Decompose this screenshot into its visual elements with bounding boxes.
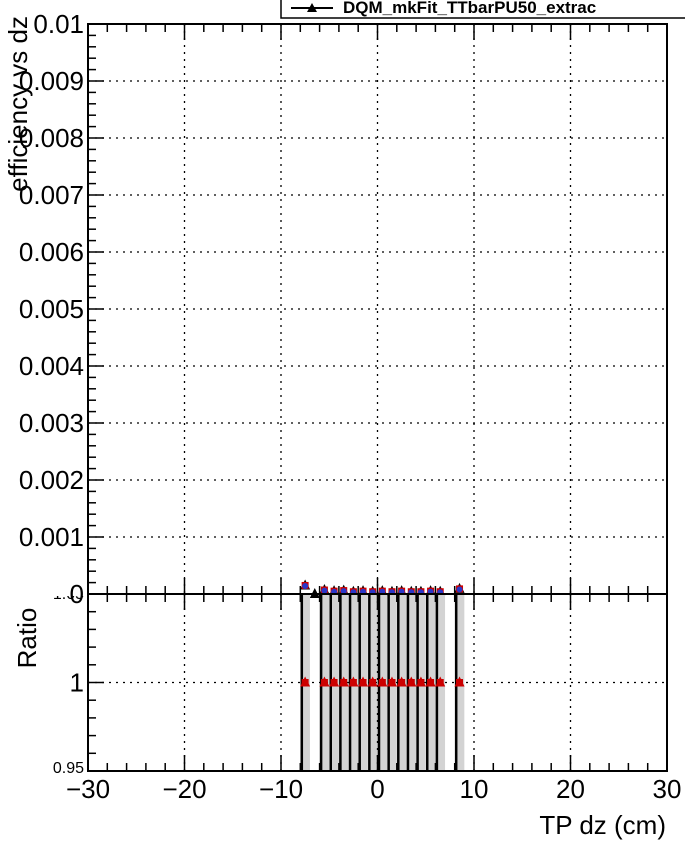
top-point-circle — [456, 586, 463, 593]
ratio-point-triangle — [358, 676, 369, 687]
ratio-point-triangle — [396, 676, 407, 687]
bottom-y-tick-label: 1 — [70, 668, 84, 698]
ratio-point-triangle — [319, 676, 330, 687]
efficiency-panel: 0 0.001 0.002 0.003 0.004 0.005 0.006 0.007 0.00… — [3, 9, 668, 609]
ratio-panel: 0.95 1 1.05 −30 −20 −10 0 10 20 30 Ratio TP dz (… — [12, 586, 682, 840]
top-y-tick-label: 0.01 — [33, 9, 84, 39]
ratio-point-triangle — [425, 676, 436, 687]
ratio-point-triangle — [338, 676, 349, 687]
legend: DQM_mkFit_TTbarPU50_extrac — [280, 0, 685, 19]
bottom-y-tick-label: 1.05 — [53, 586, 84, 603]
ratio-data-points — [300, 676, 465, 687]
legend-box — [280, 0, 685, 19]
top-grid — [88, 24, 667, 594]
x-tick-label: 30 — [653, 774, 682, 804]
bottom-ytick-labels: 0.95 1 1.05 — [53, 586, 84, 777]
ratio-point-triangle — [300, 676, 311, 687]
top-ytick-labels: 0 0.001 0.002 0.003 0.004 0.005 0.006 0.007 0.00… — [19, 9, 84, 609]
top-y-tick-label: 0.002 — [19, 465, 84, 495]
bottom-grid — [88, 594, 667, 771]
top-y-tick-label: 0.006 — [19, 237, 84, 267]
bottom-y-axis-label: Ratio — [12, 608, 42, 669]
ratio-point-triangle — [435, 676, 446, 687]
top-y-tick-label: 0.005 — [19, 294, 84, 324]
top-point-circle — [340, 588, 347, 595]
x-tick-label: −20 — [162, 774, 206, 804]
top-point-circle — [321, 587, 328, 594]
ratio-point-triangle — [386, 676, 397, 687]
top-y-tick-label: 0.007 — [19, 180, 84, 210]
ratio-point-triangle — [406, 676, 417, 687]
x-tick-label: 10 — [460, 774, 489, 804]
top-y-tick-label: 0 — [70, 579, 84, 609]
ratio-point-triangle — [367, 676, 378, 687]
x-tick-labels: −30 −20 −10 0 10 20 30 — [66, 774, 682, 804]
top-ticks — [87, 23, 668, 595]
top-y-tick-label: 0.003 — [19, 408, 84, 438]
legend-entry-label: DQM_mkFit_TTbarPU50_extrac — [343, 0, 596, 17]
bottom-ticks — [87, 593, 668, 772]
x-tick-label: 20 — [556, 774, 585, 804]
top-y-tick-label: 0.004 — [19, 351, 84, 381]
x-axis-label: TP dz (cm) — [539, 810, 666, 840]
top-point-circle — [302, 583, 309, 590]
top-y-axis-label: efficiency vs dz — [3, 16, 33, 192]
top-y-tick-label: 0.009 — [19, 66, 84, 96]
legend-marker-triangle — [307, 3, 317, 12]
ratio-point-triangle — [454, 676, 465, 687]
x-tick-label: 0 — [370, 774, 384, 804]
bottom-y-tick-label: 0.95 — [53, 760, 84, 777]
ratio-point-triangle — [348, 676, 359, 687]
ratio-point-triangle — [377, 676, 388, 687]
ratio-point-triangle — [329, 676, 340, 687]
top-y-tick-label: 0.008 — [19, 123, 84, 153]
ratio-point-triangle — [415, 676, 426, 687]
x-tick-label: −10 — [259, 774, 303, 804]
x-tick-label: −30 — [66, 774, 110, 804]
top-y-tick-label: 0.001 — [19, 522, 84, 552]
